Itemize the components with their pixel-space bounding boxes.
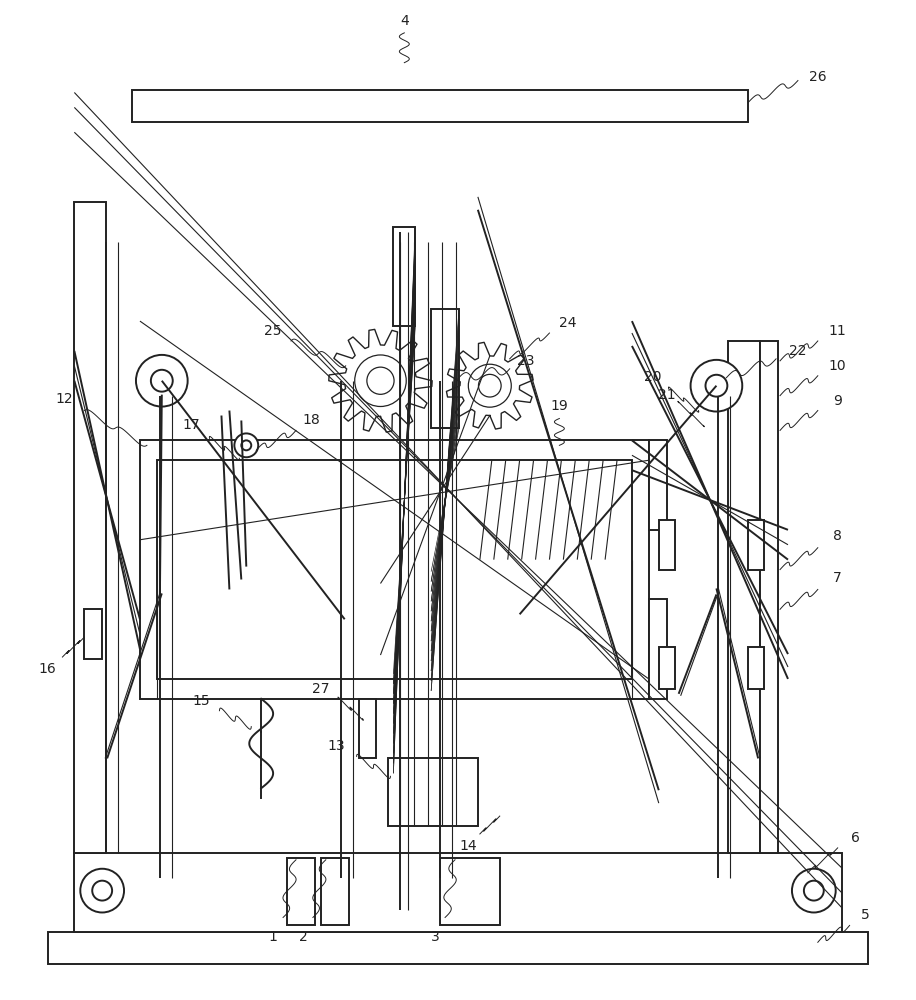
Bar (649, 440, 667, 530)
Text: 16: 16 (38, 662, 57, 676)
Text: 10: 10 (829, 359, 846, 373)
Text: 24: 24 (559, 316, 576, 330)
Bar (358, 699, 376, 758)
Text: 4: 4 (400, 14, 409, 28)
Text: 3: 3 (431, 930, 440, 944)
Circle shape (705, 375, 727, 397)
Circle shape (136, 355, 188, 407)
Bar (748, 520, 764, 570)
Circle shape (81, 869, 124, 912)
Bar (728, 341, 760, 853)
Text: 5: 5 (861, 908, 870, 922)
Circle shape (468, 364, 511, 407)
Bar (84, 609, 103, 659)
Text: 9: 9 (834, 394, 842, 408)
Circle shape (93, 881, 112, 901)
Text: 17: 17 (183, 418, 201, 432)
Circle shape (234, 433, 258, 457)
Bar (659, 520, 675, 570)
Circle shape (367, 367, 394, 394)
Text: 23: 23 (517, 354, 534, 368)
Circle shape (241, 440, 251, 450)
Bar (649, 599, 667, 699)
Text: 20: 20 (644, 370, 661, 384)
Text: 13: 13 (328, 739, 345, 753)
Circle shape (804, 881, 823, 901)
Text: 22: 22 (790, 344, 807, 358)
Text: 8: 8 (834, 529, 842, 543)
Text: 15: 15 (192, 694, 211, 708)
Bar (431, 309, 459, 428)
Circle shape (691, 360, 742, 412)
Bar (74, 202, 106, 853)
Text: 19: 19 (551, 399, 568, 413)
Bar (748, 647, 764, 689)
Text: 2: 2 (299, 930, 308, 944)
Bar (287, 858, 315, 925)
Text: 21: 21 (658, 388, 675, 402)
Bar (132, 90, 748, 122)
Bar (440, 858, 500, 925)
Text: 26: 26 (809, 70, 826, 84)
Text: 6: 6 (851, 831, 860, 845)
Bar (393, 227, 415, 326)
Bar (157, 460, 632, 679)
Bar (388, 758, 478, 826)
Circle shape (151, 370, 173, 392)
Text: 14: 14 (459, 839, 476, 853)
Text: 1: 1 (268, 930, 278, 944)
Bar (659, 647, 675, 689)
Circle shape (792, 869, 835, 912)
Bar (140, 440, 649, 699)
Bar (74, 853, 842, 932)
Text: 11: 11 (829, 324, 846, 338)
Bar (760, 341, 778, 853)
Bar (48, 932, 868, 964)
Text: 18: 18 (302, 413, 320, 427)
Text: 12: 12 (56, 392, 73, 406)
Circle shape (478, 374, 501, 397)
Circle shape (354, 355, 406, 406)
Text: 27: 27 (312, 682, 330, 696)
Bar (321, 858, 349, 925)
Text: 25: 25 (265, 324, 282, 338)
Text: 7: 7 (834, 571, 842, 585)
